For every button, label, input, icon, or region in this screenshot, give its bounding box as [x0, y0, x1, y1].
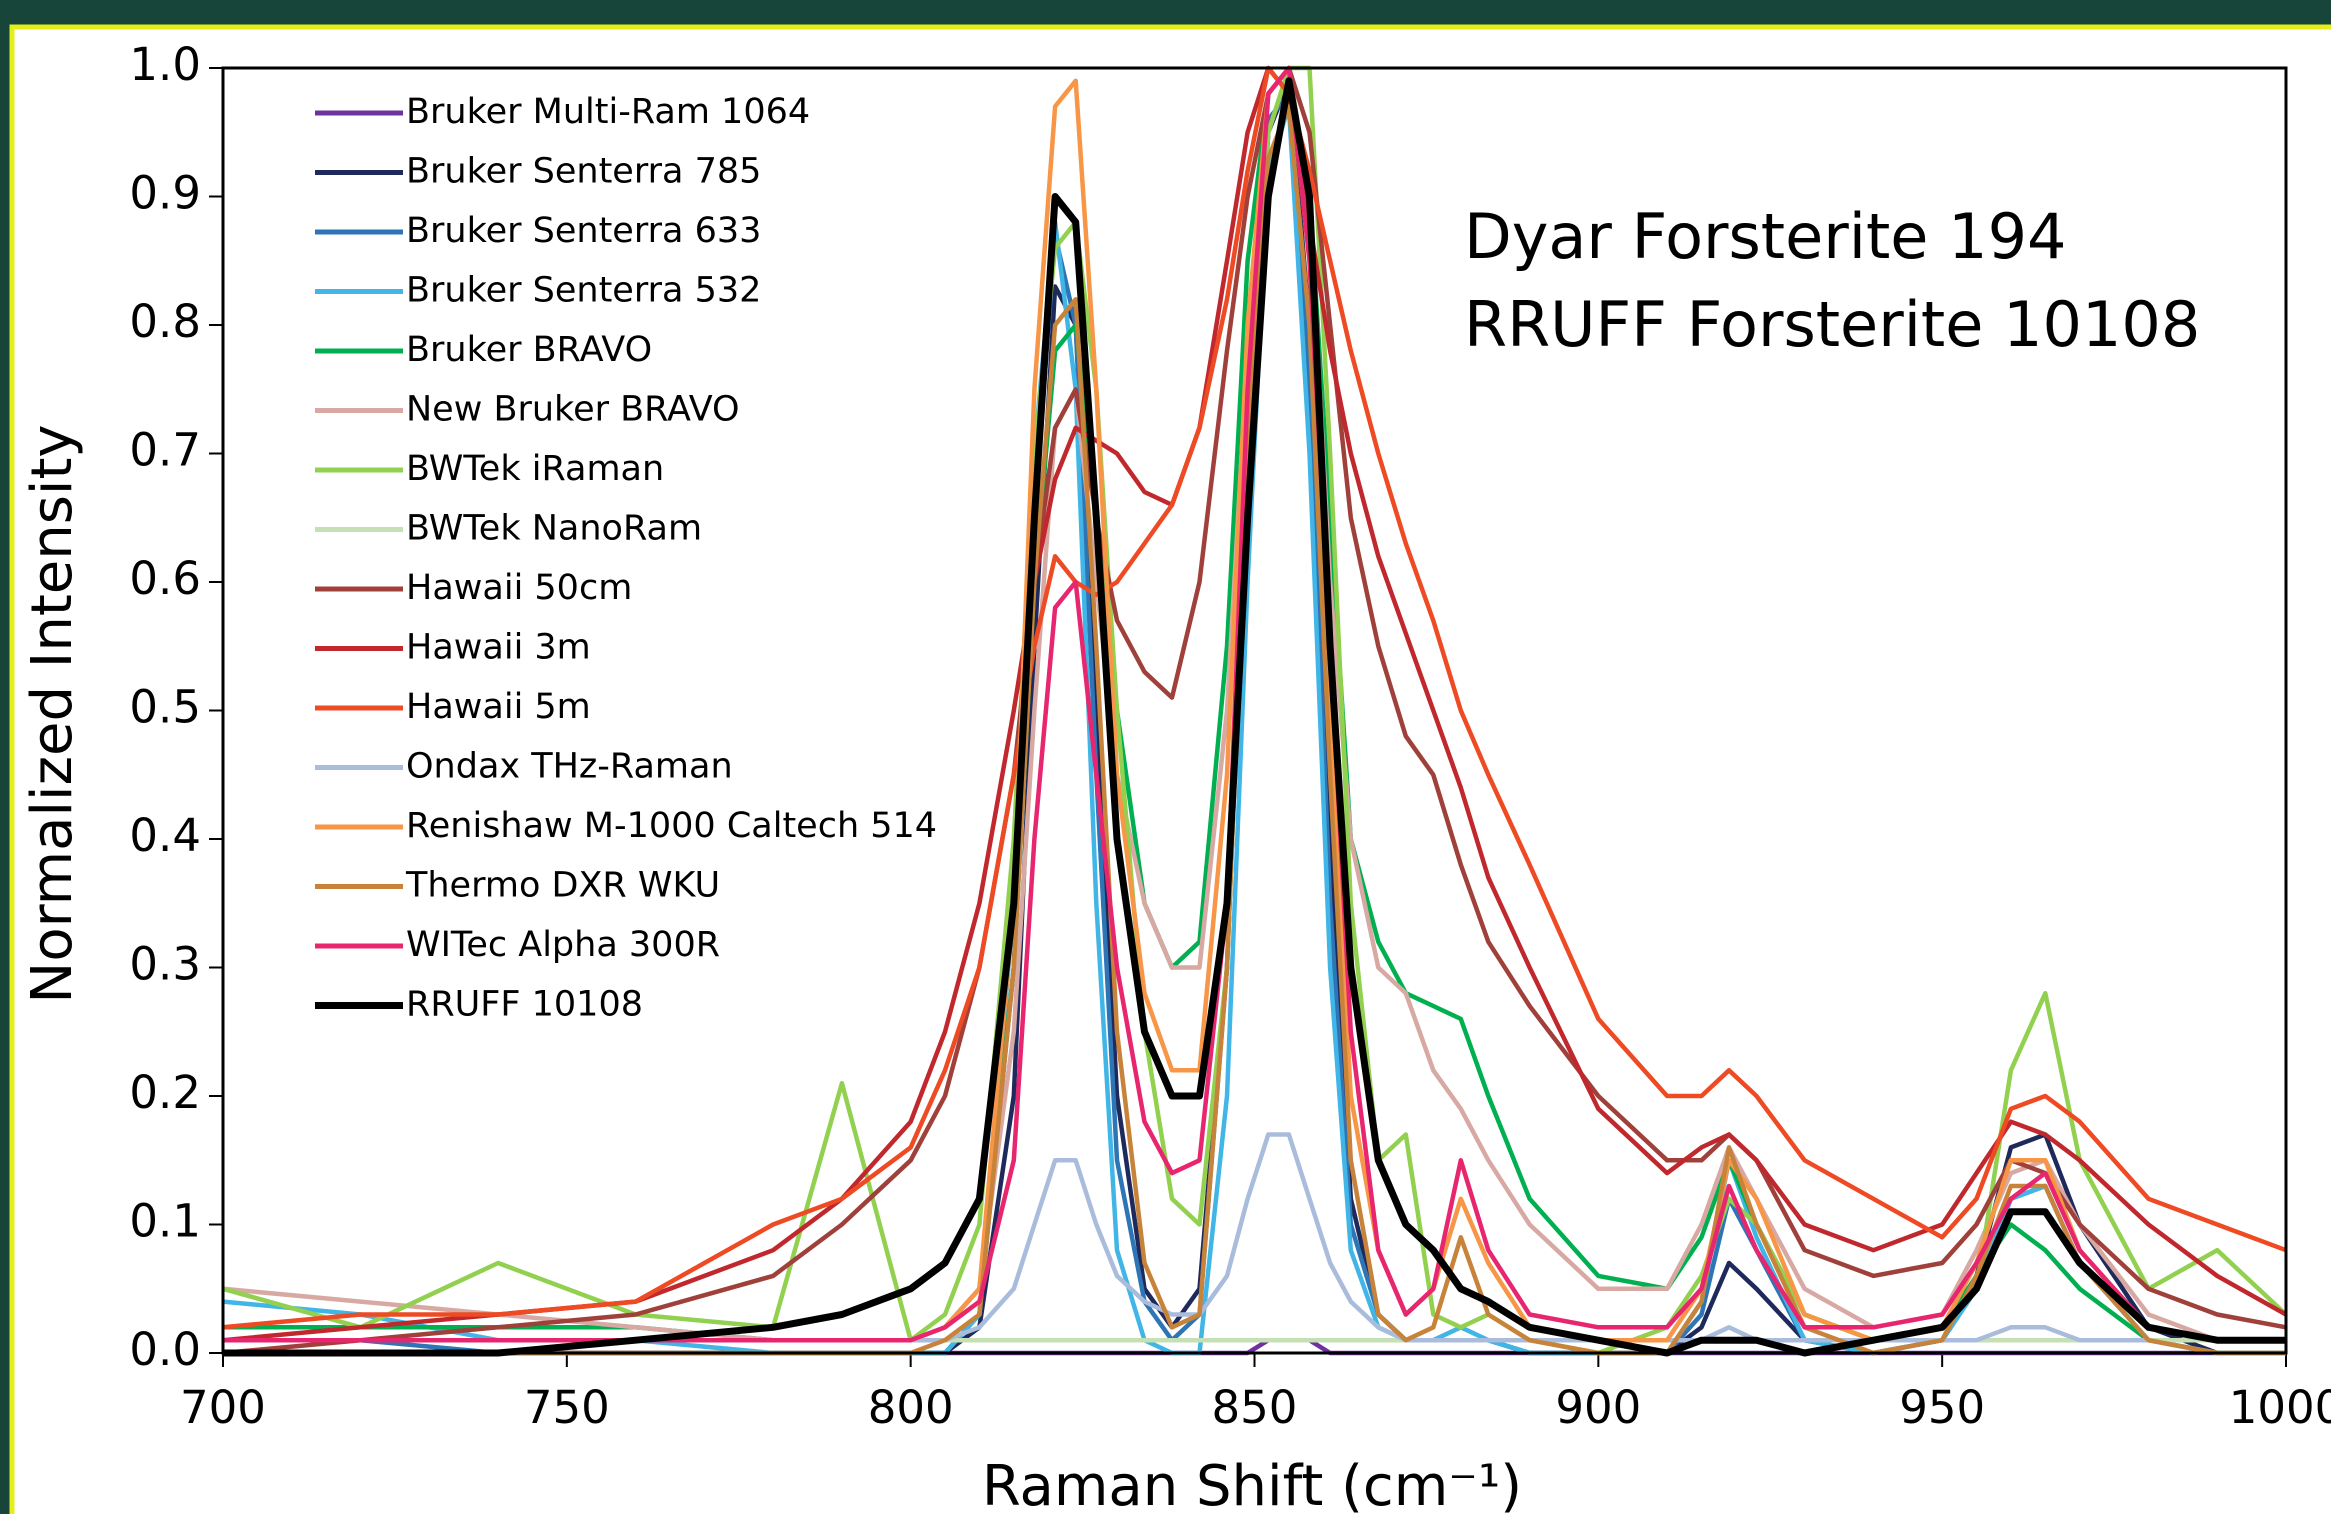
- legend-label: Hawaii 3m: [406, 628, 591, 668]
- y-tick-label: 0.2: [129, 1066, 201, 1119]
- y-tick-label: 0.9: [129, 167, 201, 220]
- series-line: [223, 104, 2286, 1356]
- series-line: [222, 65, 2287, 1356]
- y-tick-label: 0.7: [129, 424, 201, 477]
- y-tick-label: 0.6: [129, 552, 201, 605]
- legend-label: WITec Alpha 300R: [406, 925, 720, 965]
- series-line: [223, 77, 2286, 1357]
- legend-label: BWTek NanoRam: [406, 509, 702, 549]
- panel: [9, 24, 2331, 1514]
- legend-label: Hawaii 5m: [406, 687, 591, 727]
- annotation: Dyar Forsterite 194: [1464, 200, 2066, 273]
- legend-label: Ondax THz-Raman: [406, 747, 733, 787]
- y-tick-label: 0.8: [129, 295, 201, 348]
- x-tick-label: 750: [524, 1381, 610, 1434]
- legend-label: Bruker Senterra 532: [406, 271, 761, 311]
- series-line: [222, 65, 2288, 1343]
- annotation: RRUFF Forsterite 10108: [1464, 288, 2200, 361]
- x-tick-label: 1000: [2229, 1381, 2331, 1434]
- y-tick-label: 0.0: [129, 1323, 201, 1376]
- legend-label: Bruker BRAVO: [406, 330, 652, 370]
- legend-label: Bruker Multi-Ram 1064: [406, 92, 810, 132]
- legend-label: RRUFF 10108: [406, 985, 643, 1025]
- x-tick-label: 850: [1212, 1381, 1298, 1434]
- x-tick-label: 900: [1555, 1381, 1641, 1434]
- y-tick-label: 0.4: [129, 809, 201, 862]
- legend-label: Bruker Senterra 633: [406, 211, 761, 251]
- x-tick-label: 950: [1899, 1381, 1985, 1434]
- series-line: [222, 65, 2287, 1330]
- series-line: [223, 1132, 2286, 1356]
- legend-label: Bruker Senterra 785: [406, 152, 761, 192]
- legend-label: Renishaw M-1000 Caltech 514: [406, 806, 937, 846]
- legend-label: New Bruker BRAVO: [406, 390, 740, 430]
- legend-label: Hawaii 50cm: [406, 568, 632, 608]
- x-tick-label: 800: [868, 1381, 954, 1434]
- y-tick-label: 0.3: [129, 938, 201, 991]
- plot-frame: [221, 66, 2288, 1355]
- x-axis-title: Raman Shift (cm⁻¹): [982, 1454, 1522, 1514]
- x-tick-label: 700: [180, 1381, 266, 1434]
- y-tick-label: 1.0: [129, 38, 201, 91]
- y-axis-title: Normalized Intensity: [20, 424, 85, 1003]
- legend-label: Thermo DXR WKU: [405, 866, 720, 906]
- y-tick-label: 0.5: [129, 681, 201, 734]
- y-tick-label: 0.1: [129, 1195, 201, 1248]
- legend-label: BWTek iRaman: [406, 449, 664, 489]
